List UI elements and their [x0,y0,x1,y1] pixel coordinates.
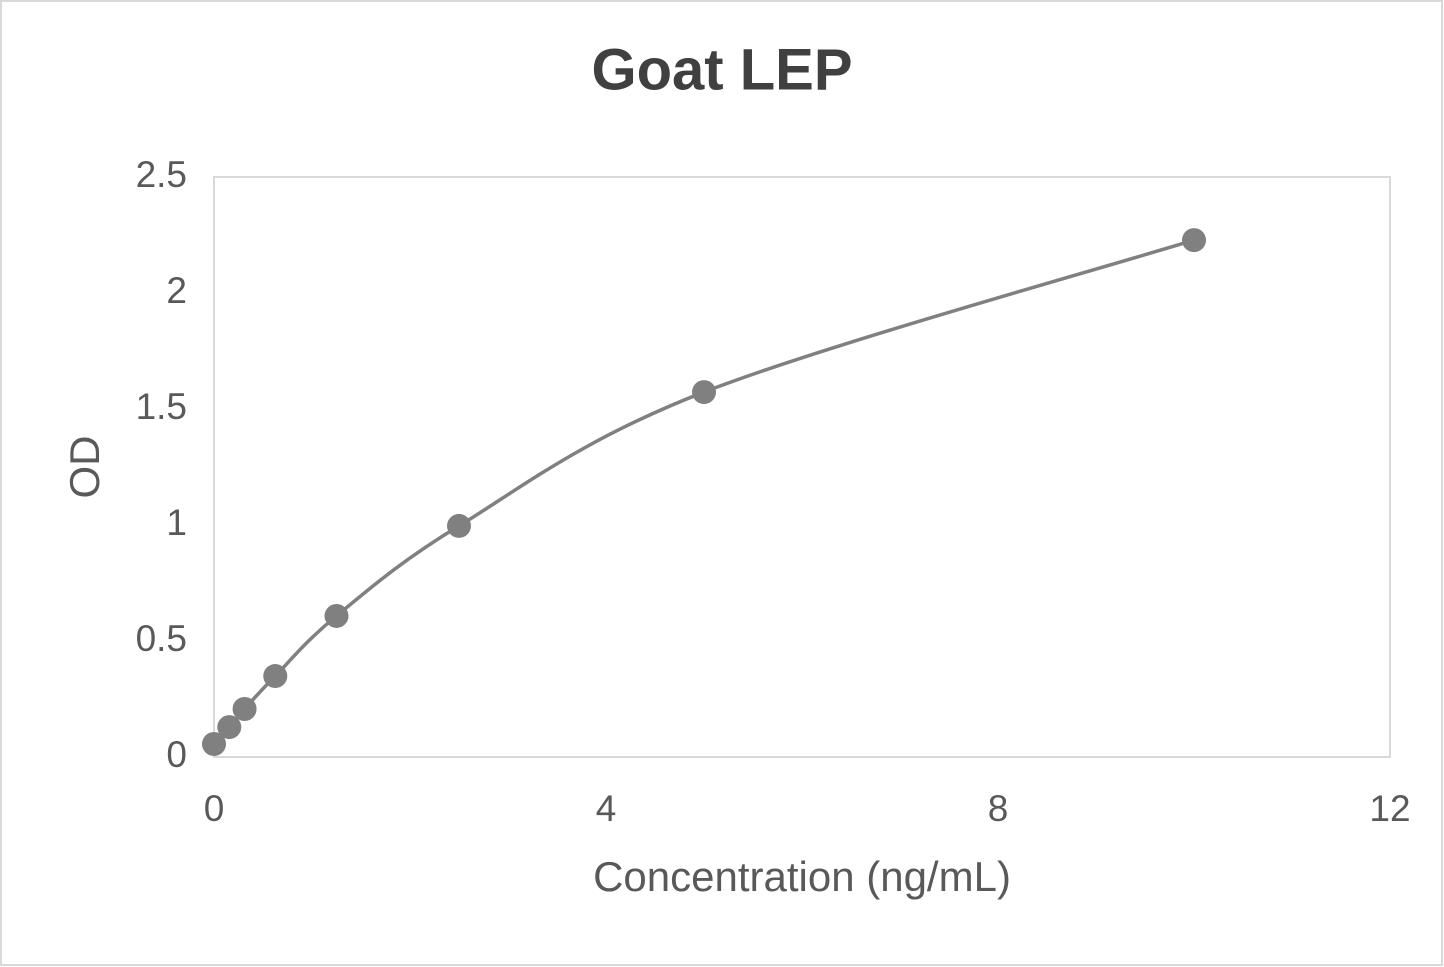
chart-title: Goat LEP [591,37,852,102]
y-tick-label: 0 [166,734,187,775]
y-tick-label: 1 [166,502,187,543]
y-tick-label: 2.5 [136,154,187,195]
point [692,380,716,405]
y-tick-label: 2 [166,270,187,311]
plot-area [213,176,1391,758]
point [447,513,471,538]
x-tick-label: 0 [204,788,225,829]
point [324,603,349,628]
point [217,715,242,740]
y-axis-label: OD [61,436,108,499]
x-axis-label: Concentration (ng/mL) [593,853,1011,900]
point [263,664,288,689]
x-tick-label: 4 [596,788,617,829]
y-tick-label: 1.5 [136,386,187,427]
point [1182,228,1206,253]
point [232,696,257,721]
x-tick-label: 8 [988,788,1009,829]
point [202,732,226,757]
y-tick-label: 0.5 [136,618,187,659]
x-tick-label: 12 [1369,788,1410,829]
